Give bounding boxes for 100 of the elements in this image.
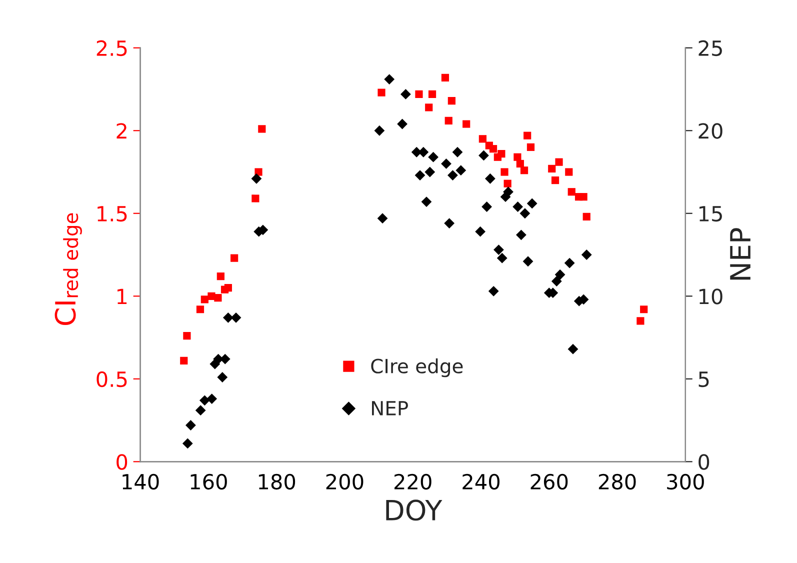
x-tick-label: 300 [667,474,704,490]
point [456,165,466,176]
point [222,312,234,323]
point [182,438,193,449]
point [554,269,566,280]
point [582,212,590,220]
point [565,168,573,176]
point [374,125,385,136]
y2-tick-label: 0 [698,454,710,470]
point [520,166,528,174]
point [568,344,578,354]
point [384,74,395,84]
point [564,258,575,268]
y-tick-label: 2 [116,123,126,139]
point [214,294,222,302]
point [636,317,644,325]
x-tick-label: 220 [394,474,432,490]
point [180,356,188,364]
point [484,173,496,184]
x-axis-title: DOY [386,500,442,521]
x-tick-label: 280 [598,474,636,490]
point [183,332,191,340]
point [526,198,538,209]
point [251,173,262,184]
point [478,135,486,143]
y-tick-label: 0.5 [96,371,127,388]
point [196,306,204,314]
x-tick-label: 160 [190,474,227,490]
point [482,202,492,212]
point [496,252,508,264]
point [555,158,563,166]
point [448,97,456,105]
point [580,193,588,201]
point [504,180,512,188]
y-tick-label: 0 [116,454,128,470]
point [551,276,562,286]
legend-label: NEP [372,401,408,416]
point [581,250,592,260]
y-tick-label: 1.5 [98,206,127,222]
point [428,90,436,98]
point [514,153,522,161]
y-tick-label: 2.5 [96,40,127,56]
point [195,405,206,416]
point [377,213,388,224]
point [230,312,242,323]
point [258,125,266,133]
x-tick-label: 140 [122,474,159,490]
point [524,132,532,140]
point [640,306,648,314]
point [503,186,514,198]
y2-tick-label: 15 [700,206,722,222]
point [548,164,556,172]
point [512,202,523,212]
y2-tick-label: 25 [698,40,722,56]
point [488,286,499,296]
point [414,170,426,181]
point [444,218,454,229]
x-tick-label: 180 [258,474,296,490]
point [428,152,438,162]
point [452,146,463,158]
point [448,170,458,181]
point [199,395,210,406]
point [200,296,208,304]
y2-tick-label: 20 [698,123,722,139]
point [415,90,423,98]
point [520,208,530,219]
y-axis-title: CIred edge [54,213,82,325]
x-tick-label: 240 [462,474,500,490]
point [478,150,489,161]
point [441,158,452,169]
point [224,284,232,292]
point [475,226,486,237]
point [217,372,228,382]
point [186,420,196,430]
y2-tick-label: 5 [698,372,709,388]
point [397,118,408,130]
point [500,168,508,176]
point [516,160,524,168]
point [526,143,535,151]
point [424,166,436,178]
point [425,104,433,112]
point [230,254,238,262]
point [444,116,452,124]
point [498,150,506,158]
point [522,256,534,267]
point [489,145,498,153]
point [551,176,560,184]
point [400,89,411,100]
x-tick-label: 200 [326,474,364,490]
y2-axis-title: NEP [730,228,750,280]
x-tick-label: 260 [530,474,568,490]
point [568,188,576,196]
point [494,244,504,255]
point [462,120,470,128]
legend-label: CIre edge [371,358,463,378]
point [421,196,432,207]
point [516,230,526,240]
point [252,194,260,202]
point [378,88,386,96]
y-tick-label: 1 [118,288,127,304]
